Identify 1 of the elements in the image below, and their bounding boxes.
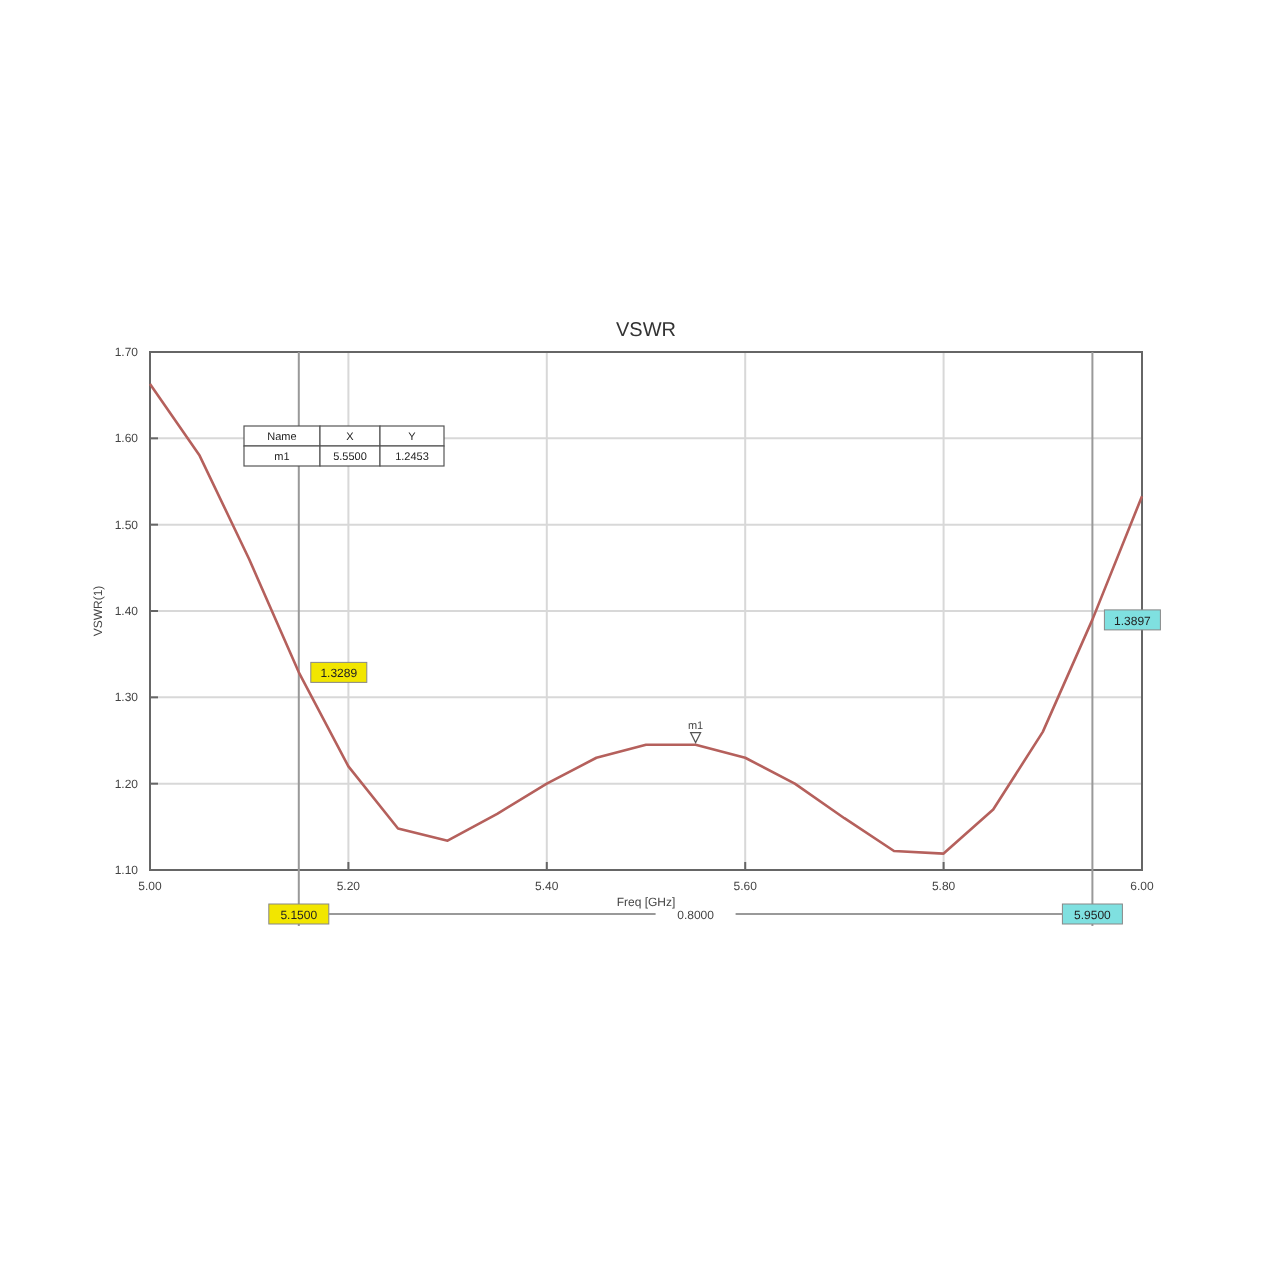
chart-title: VSWR: [616, 320, 676, 342]
